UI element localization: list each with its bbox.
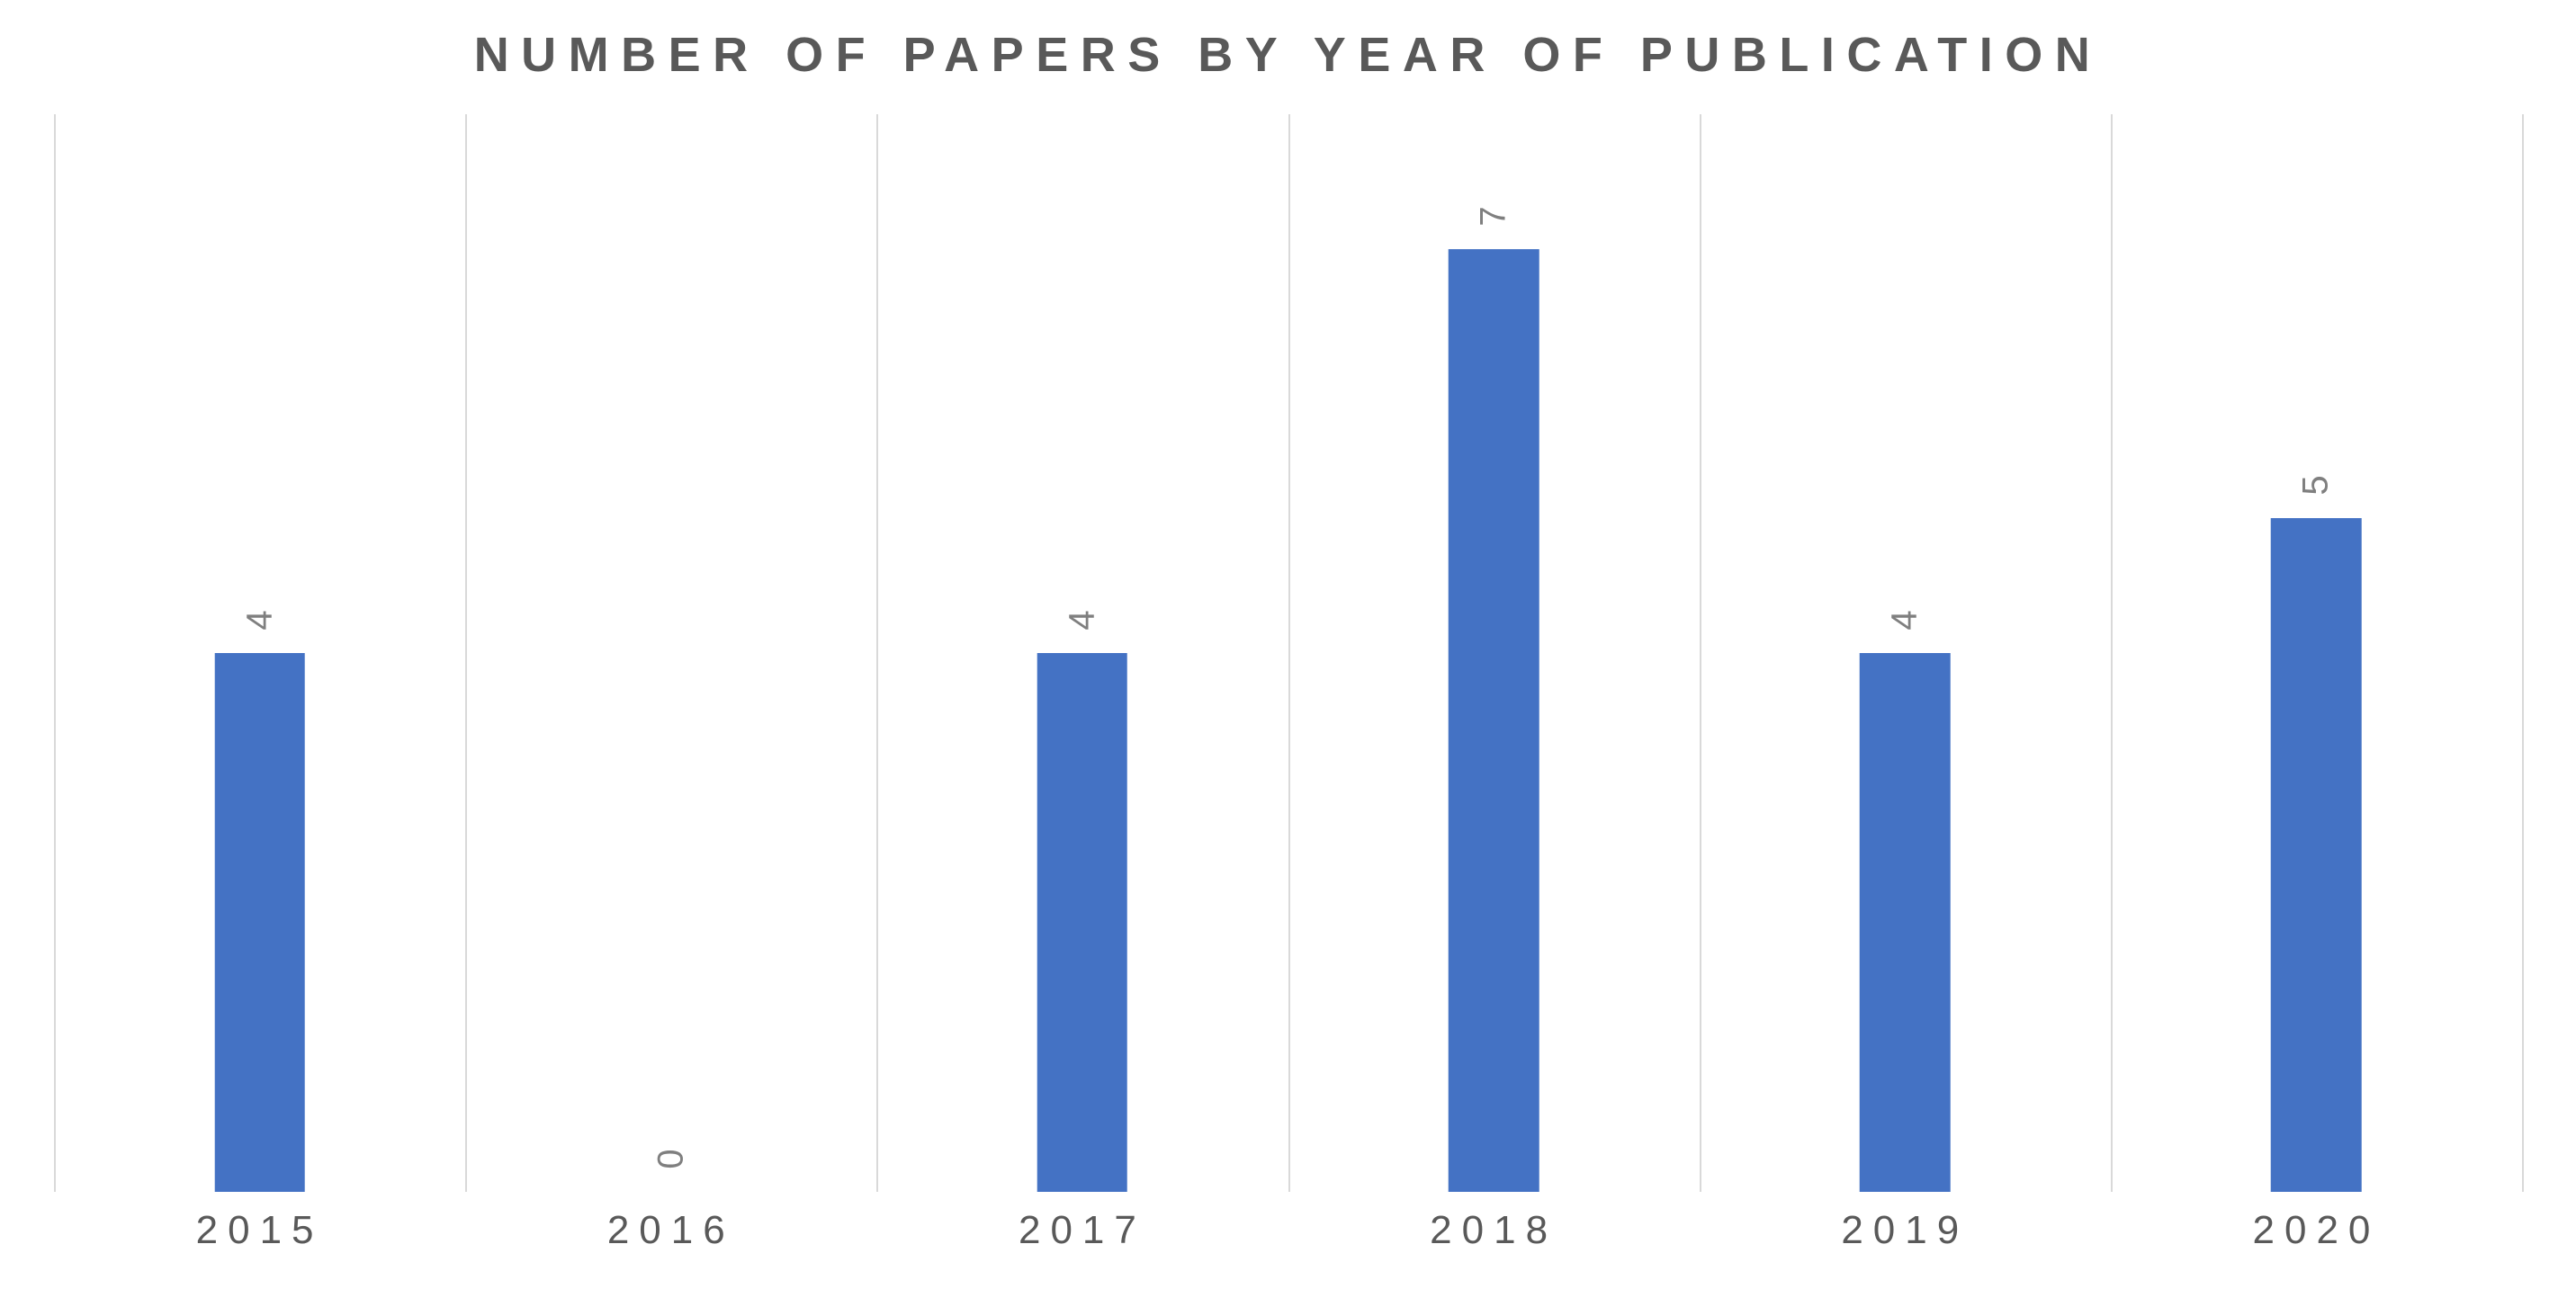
- bars-layer: 4 0 4 7 4 5: [54, 114, 2522, 1192]
- x-tick-label: 2016: [465, 1208, 876, 1253]
- bar: [1037, 653, 1128, 1192]
- x-tick-label: 2018: [1288, 1208, 1700, 1253]
- data-label: 7: [1474, 206, 1514, 226]
- category-slot: 5: [2111, 114, 2522, 1192]
- x-tick-label: 2015: [54, 1208, 465, 1253]
- category-slot: 4: [54, 114, 465, 1192]
- bar: [1449, 249, 1539, 1192]
- x-tick-label: 2019: [1700, 1208, 2111, 1253]
- category-slot: 4: [876, 114, 1288, 1192]
- x-axis: 201520162017201820192020: [54, 1208, 2522, 1253]
- data-label: 4: [239, 610, 280, 630]
- category-slot: 4: [1700, 114, 2111, 1192]
- plot-area: 4 0 4 7 4 5: [54, 114, 2522, 1192]
- bar: [2271, 518, 2362, 1192]
- bar: [214, 653, 305, 1192]
- data-label: 4: [1885, 610, 1925, 630]
- category-slot: 0: [465, 114, 876, 1192]
- gridline: [2522, 114, 2524, 1192]
- category-slot: 7: [1288, 114, 1700, 1192]
- x-tick-label: 2017: [876, 1208, 1288, 1253]
- data-label: 4: [1062, 610, 1102, 630]
- chart-container: NUMBER OF PAPERS BY YEAR OF PUBLICATION …: [0, 0, 2576, 1289]
- data-label: 5: [2296, 476, 2337, 496]
- chart-title: NUMBER OF PAPERS BY YEAR OF PUBLICATION: [474, 27, 2103, 83]
- bar: [1860, 653, 1951, 1192]
- x-tick-label: 2020: [2111, 1208, 2522, 1253]
- data-label: 0: [651, 1149, 691, 1168]
